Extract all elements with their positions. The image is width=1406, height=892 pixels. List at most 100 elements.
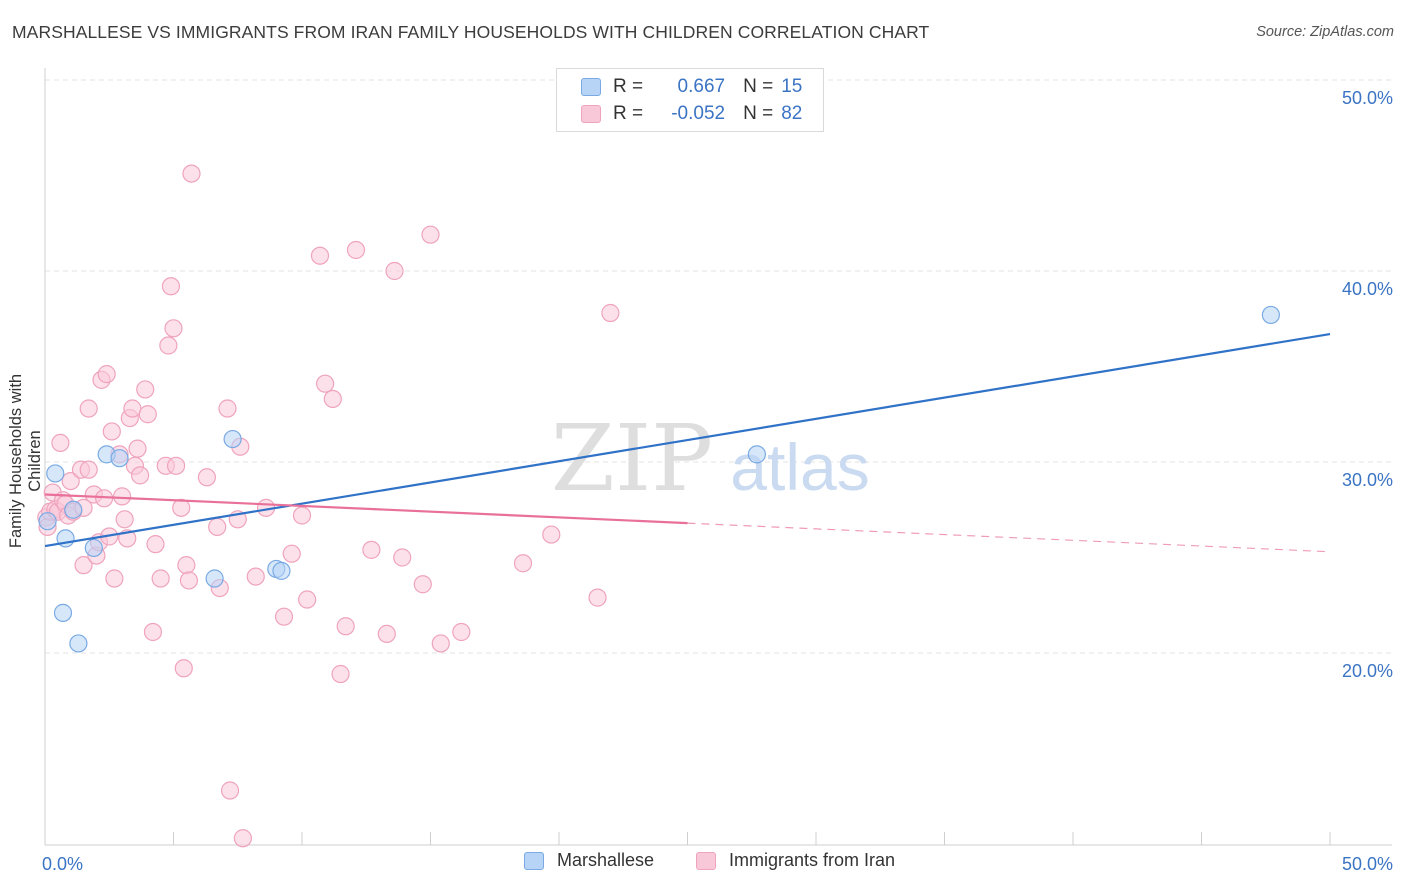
- marshallese-point: [272, 561, 291, 580]
- legend-r-value: -0.052: [671, 103, 726, 124]
- legend-n-label: N =: [743, 76, 774, 97]
- iran-point: [346, 240, 366, 260]
- iran-point: [174, 659, 193, 678]
- legend-swatch-iran: [696, 851, 716, 870]
- marshallese-point: [1261, 305, 1280, 325]
- iran-point: [159, 336, 178, 355]
- iran-point: [208, 517, 227, 537]
- iran-point: [377, 624, 396, 644]
- iran-point: [274, 607, 294, 626]
- marshallese-point: [205, 569, 224, 588]
- iran-point: [74, 556, 93, 575]
- legend-item-iran[interactable]: Immigrants from Iran: [696, 850, 895, 871]
- iran-point: [452, 622, 471, 642]
- iran-point: [61, 472, 80, 491]
- y-axis-label: Family Households with Children: [7, 373, 44, 549]
- iran-point: [282, 544, 301, 563]
- iran-point: [233, 829, 252, 848]
- marshallese-point: [69, 634, 88, 653]
- iran-point: [588, 588, 607, 607]
- legend-item-marshallese[interactable]: Marshallese: [524, 850, 654, 871]
- iran-point: [105, 569, 124, 588]
- legend-r-value: 0.667: [672, 76, 726, 97]
- iran-point: [166, 456, 186, 475]
- iran-point: [143, 622, 163, 642]
- trend-line-iran: [44, 493, 688, 525]
- x-tick-label-right: 50.0%: [1342, 854, 1393, 874]
- trend-line-marshallese: [44, 332, 1331, 548]
- iran-point: [292, 506, 312, 525]
- iran-point: [362, 540, 381, 559]
- correlation-legend: R = 0.667 N = 15 R = -0.052 N = 82: [556, 68, 824, 132]
- legend-swatch-marshallese: [581, 78, 601, 96]
- iran-point: [385, 261, 404, 281]
- legend-label-iran: Immigrants from Iran: [729, 850, 896, 870]
- marshallese-point: [64, 500, 83, 519]
- iran-point: [79, 399, 98, 418]
- iran-point: [130, 466, 150, 485]
- iran-point: [123, 399, 142, 418]
- marshallese-point: [84, 538, 103, 558]
- y-tick-label: 20.0%: [1342, 661, 1393, 681]
- marshallese-point: [46, 464, 65, 483]
- iran-point: [316, 374, 335, 393]
- iran-point: [336, 617, 355, 636]
- y-tick-label: 50.0%: [1342, 88, 1393, 108]
- legend-row-marshallese: R = 0.667 N = 15: [581, 74, 802, 100]
- iran-point: [164, 319, 183, 338]
- y-tick-label: 40.0%: [1342, 279, 1393, 299]
- axes: [44, 68, 1392, 846]
- legend-r-label: R =: [613, 76, 644, 97]
- iran-point: [51, 433, 70, 452]
- iran-point: [218, 399, 237, 418]
- series-legend: Marshallese Immigrants from Iran: [0, 850, 1406, 878]
- gridlines: [45, 79, 1392, 654]
- iran-point: [102, 422, 121, 441]
- iran-point: [421, 225, 440, 244]
- tick-labels: 20.0% 30.0% 40.0% 50.0% 0.0% 50.0%: [42, 88, 1393, 874]
- iran-point: [513, 554, 533, 573]
- marshallese-point: [747, 445, 766, 464]
- legend-label-marshallese: Marshallese: [557, 850, 655, 870]
- iran-point: [112, 487, 132, 506]
- legend-n-value: 15: [781, 76, 803, 97]
- iran-point: [298, 590, 317, 609]
- legend-row-iran: R = -0.052 N = 82: [581, 101, 802, 127]
- iran-point: [323, 389, 342, 409]
- iran-point: [182, 164, 201, 183]
- trend-line-iran-extrapolated: [687, 522, 1331, 553]
- data-points: [37, 164, 1280, 848]
- iran-point: [393, 548, 412, 567]
- iran-point: [115, 510, 134, 529]
- legend-n-value: 82: [781, 103, 803, 124]
- iran-point: [138, 405, 157, 424]
- x-tick-label-left: 0.0%: [42, 854, 83, 874]
- iran-point: [220, 781, 240, 800]
- marshallese-point: [223, 429, 242, 449]
- legend-n-label: N =: [743, 103, 774, 124]
- watermark-atlas: atlas: [730, 430, 869, 504]
- iran-point: [413, 575, 432, 594]
- legend-swatch-iran: [581, 105, 601, 123]
- iran-point: [79, 460, 98, 479]
- iran-point: [146, 535, 165, 554]
- iran-point: [431, 634, 450, 653]
- marshallese-point: [38, 512, 57, 531]
- iran-point: [197, 468, 217, 487]
- iran-point: [136, 380, 155, 399]
- legend-swatch-marshallese: [524, 851, 544, 870]
- iran-point: [179, 571, 199, 590]
- iran-point: [601, 303, 620, 323]
- trend-lines: [44, 332, 1331, 553]
- source-label: Source: ZipAtlas.com: [1256, 24, 1394, 40]
- chart-title: MARSHALLESE VS IMMIGRANTS FROM IRAN FAMI…: [12, 22, 930, 42]
- legend-r-label: R =: [613, 103, 644, 124]
- iran-point: [542, 525, 561, 544]
- marshallese-point: [110, 449, 129, 468]
- iran-point: [331, 664, 350, 684]
- marshallese-point: [53, 603, 73, 622]
- iran-point: [151, 569, 170, 588]
- iran-point: [128, 439, 147, 458]
- iran-point: [172, 498, 191, 517]
